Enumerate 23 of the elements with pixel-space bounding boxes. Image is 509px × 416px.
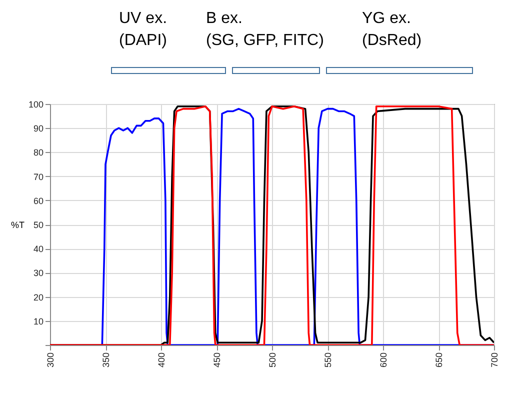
y-tick-label: 80 bbox=[33, 148, 44, 158]
x-tick-label: 450 bbox=[212, 352, 222, 368]
y-tick-label: 30 bbox=[33, 268, 44, 278]
y-tick-label: 90 bbox=[33, 124, 44, 134]
y-tick-label: 60 bbox=[33, 196, 44, 206]
y-tick-label: 100 bbox=[28, 100, 44, 110]
x-tick-label: 700 bbox=[490, 352, 500, 368]
x-tick-label: 400 bbox=[156, 352, 166, 368]
x-tick-label: 300 bbox=[46, 352, 56, 368]
text: B ex. (SG, GFP, FITC) bbox=[206, 9, 324, 51]
x-tick-label: 650 bbox=[434, 352, 444, 368]
y-tick-label: 10 bbox=[33, 316, 44, 326]
y-tick-label: 70 bbox=[33, 172, 44, 182]
y-tick-label: 50 bbox=[33, 220, 44, 230]
x-tick-label: 350 bbox=[101, 352, 111, 368]
y-axis-title: %T bbox=[11, 220, 25, 230]
y-tick-label: 40 bbox=[33, 244, 44, 254]
x-tick-label: 550 bbox=[323, 352, 333, 368]
x-tick-label: 500 bbox=[268, 352, 278, 368]
text: UV ex. (DAPI) bbox=[119, 9, 168, 51]
text: YG ex. (DsRed) bbox=[362, 9, 422, 51]
x-tick-label: 600 bbox=[378, 352, 388, 368]
y-tick-label: 20 bbox=[33, 292, 44, 302]
